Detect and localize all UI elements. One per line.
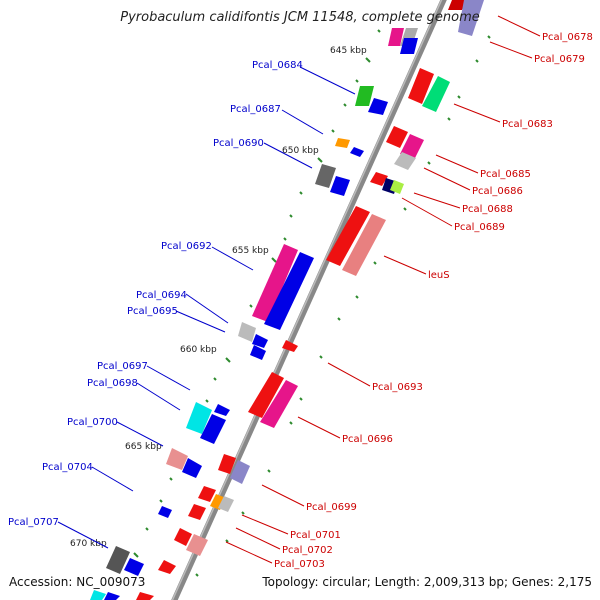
- left-gene-labels: Pcal_0684 Pcal_0687 Pcal_0690 Pcal_0692 …: [8, 60, 303, 528]
- gene-block[interactable]: [252, 244, 298, 322]
- gene-label-pcal-0690[interactable]: Pcal_0690: [213, 138, 264, 149]
- gene-block[interactable]: [238, 322, 256, 342]
- gene-label-pcal-0693[interactable]: Pcal_0693: [372, 382, 423, 393]
- gene-block[interactable]: [158, 506, 172, 518]
- gene-label-leus[interactable]: leuS: [428, 270, 450, 281]
- gene-block[interactable]: [218, 454, 236, 474]
- gene-block[interactable]: [326, 206, 370, 266]
- right-gene-labels: Pcal_0678 Pcal_0679 Pcal_0683 Pcal_0685 …: [274, 32, 593, 570]
- gene-label-pcal-0687[interactable]: Pcal_0687: [230, 104, 281, 115]
- gene-block[interactable]: [355, 86, 374, 106]
- genome-title: Pyrobaculum calidifontis JCM 11548, comp…: [120, 10, 480, 25]
- gene-label-pcal-0692[interactable]: Pcal_0692: [161, 241, 212, 252]
- gene-label-pcal-0707[interactable]: Pcal_0707: [8, 517, 59, 528]
- gene-block[interactable]: [330, 176, 350, 196]
- gene-block[interactable]: [248, 372, 284, 418]
- gene-label-pcal-0688[interactable]: Pcal_0688: [462, 204, 513, 215]
- gene-label-pcal-0678[interactable]: Pcal_0678: [542, 32, 593, 43]
- kbp-label-645: 645 kbp: [330, 46, 367, 56]
- gene-block[interactable]: [394, 152, 416, 170]
- gene-block[interactable]: [350, 147, 364, 157]
- left-strand-genes: [90, 28, 418, 600]
- gene-block[interactable]: [315, 164, 336, 188]
- gene-block[interactable]: [400, 38, 418, 54]
- gene-block[interactable]: [458, 0, 484, 36]
- gene-label-pcal-0700[interactable]: Pcal_0700: [67, 417, 118, 428]
- kbp-label-655: 655 kbp: [232, 246, 269, 256]
- gene-label-pcal-0701[interactable]: Pcal_0701: [290, 530, 341, 541]
- gene-block[interactable]: [124, 558, 144, 576]
- right-strand-genes: [136, 0, 484, 600]
- gene-block[interactable]: [158, 560, 176, 574]
- gene-block[interactable]: [214, 404, 230, 416]
- gene-block[interactable]: [370, 172, 388, 186]
- accession-text: Accession: NC_009073: [9, 575, 146, 589]
- gene-label-pcal-0694[interactable]: Pcal_0694: [136, 290, 187, 301]
- gene-label-pcal-0684[interactable]: Pcal_0684: [252, 60, 303, 71]
- gene-block[interactable]: [186, 402, 212, 434]
- genome-metadata-text: Topology: circular; Length: 2,009,313 bp…: [262, 575, 592, 589]
- gene-label-pcal-0698[interactable]: Pcal_0698: [87, 378, 138, 389]
- gene-block[interactable]: [250, 345, 266, 360]
- gene-label-pcal-0696[interactable]: Pcal_0696: [342, 434, 393, 445]
- gene-label-pcal-0689[interactable]: Pcal_0689: [454, 222, 505, 233]
- gene-block[interactable]: [408, 68, 434, 104]
- gene-block[interactable]: [260, 380, 298, 428]
- right-leader-lines: [225, 15, 541, 564]
- gene-block[interactable]: [186, 534, 208, 556]
- gene-label-pcal-0702[interactable]: Pcal_0702: [282, 545, 333, 556]
- gene-label-pcal-0699[interactable]: Pcal_0699: [306, 502, 357, 513]
- gene-label-pcal-0683[interactable]: Pcal_0683: [502, 119, 553, 130]
- gene-block[interactable]: [342, 214, 386, 276]
- gene-label-pcal-0685[interactable]: Pcal_0685: [480, 169, 531, 180]
- gene-block[interactable]: [335, 138, 350, 148]
- gene-block[interactable]: [252, 334, 268, 348]
- gene-block[interactable]: [90, 590, 106, 600]
- gene-block[interactable]: [386, 126, 408, 148]
- gene-block[interactable]: [136, 592, 154, 600]
- gene-block[interactable]: [282, 340, 298, 352]
- gene-label-pcal-0704[interactable]: Pcal_0704: [42, 462, 93, 473]
- gene-label-pcal-0695[interactable]: Pcal_0695: [127, 306, 178, 317]
- left-leader-lines: [57, 66, 356, 549]
- gene-label-pcal-0697[interactable]: Pcal_0697: [97, 361, 148, 372]
- gene-block[interactable]: [230, 460, 250, 484]
- gene-label-pcal-0679[interactable]: Pcal_0679: [534, 54, 585, 65]
- gene-block[interactable]: [174, 528, 192, 546]
- gene-block[interactable]: [264, 252, 314, 330]
- kbp-label-670: 670 kbp: [70, 539, 107, 549]
- gene-label-pcal-0703[interactable]: Pcal_0703: [274, 559, 325, 570]
- tick-marks: [133, 29, 491, 577]
- gene-block[interactable]: [388, 28, 404, 46]
- gene-block[interactable]: [368, 98, 388, 115]
- kbp-label-660: 660 kbp: [180, 345, 217, 355]
- gene-block[interactable]: [166, 448, 188, 470]
- gene-block[interactable]: [188, 504, 206, 520]
- gene-block[interactable]: [400, 134, 424, 160]
- gene-block[interactable]: [106, 546, 130, 574]
- gene-label-pcal-0686[interactable]: Pcal_0686: [472, 186, 523, 197]
- gene-block[interactable]: [182, 458, 202, 478]
- kbp-label-650: 650 kbp: [282, 146, 319, 156]
- kbp-label-665: 665 kbp: [125, 442, 162, 452]
- gene-block[interactable]: [448, 0, 466, 10]
- gene-block[interactable]: [200, 414, 226, 444]
- gene-block[interactable]: [218, 496, 234, 512]
- gene-block[interactable]: [198, 486, 216, 502]
- gene-block[interactable]: [390, 180, 404, 194]
- gene-block[interactable]: [104, 592, 120, 600]
- gene-block[interactable]: [422, 76, 450, 112]
